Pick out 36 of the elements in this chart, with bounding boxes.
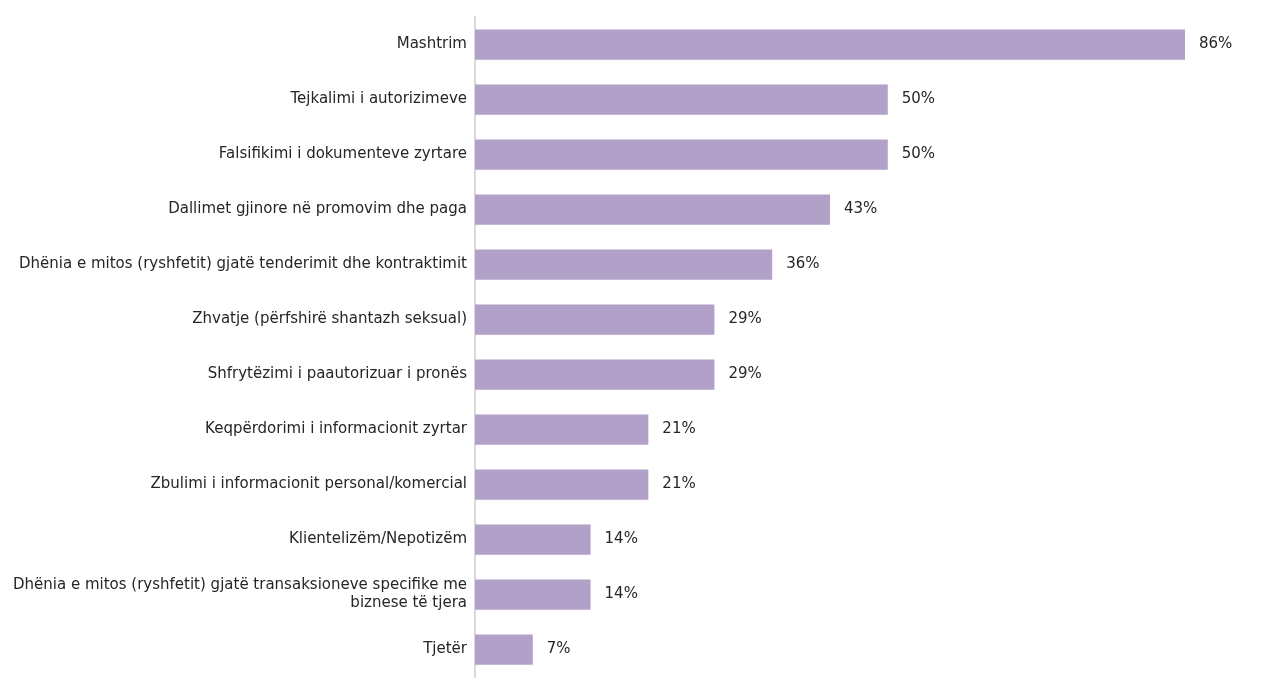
y-tick-label: Dallimet gjinore në promovim dhe paga [168,199,467,218]
bar [475,634,533,665]
y-tick-label: Zhvatje (përfshirë shantazh seksual) [192,309,467,328]
y-tick-label: Zbulimi i informacionit personal/komercial [150,474,467,493]
bar [475,304,715,335]
bar [475,29,1185,60]
data-label: 14% [604,584,638,603]
data-label: 36% [786,254,820,273]
data-label: 21% [662,474,696,493]
data-label: 86% [1198,34,1233,53]
y-tick-label: Dhënia e mitos (ryshfetit) gjatë tenderimit dhe kontraktimit [18,254,468,273]
y-tick-label: Keqpërdorimi i informacionit zyrtar [205,419,468,438]
y-tick-label: Falsifikimi i dokumenteve zyrtare [218,144,467,163]
data-label: 43% [843,199,878,218]
data-label: 21% [662,419,696,438]
y-tick-label: Tjetër [422,639,468,658]
y-tick-label: Klientelizëm/Nepotizëm [288,529,467,548]
bar [475,359,715,390]
data-label: 50% [901,89,936,108]
data-label: 29% [728,309,762,328]
y-tick-label: Dhënia e mitos (ryshfetit) gjatë transaksioneve specifike me biznese të tjera [13,575,467,612]
bar [475,194,830,225]
bar [475,414,649,445]
bar [475,579,591,610]
data-label: 7% [546,639,571,658]
bar [475,469,649,500]
y-tick-label: Shfrytëzimi i paautorizuar i pronës [207,364,468,383]
data-label: 14% [604,529,638,548]
bar [475,139,888,170]
bar [475,524,591,555]
y-tick-label: Mashtrim [396,34,467,53]
data-label: 50% [901,144,936,163]
bar [475,84,888,115]
y-tick-label: Tejkalimi i autorizimeve [289,89,467,108]
bar [475,249,773,280]
data-label: 29% [728,364,762,383]
